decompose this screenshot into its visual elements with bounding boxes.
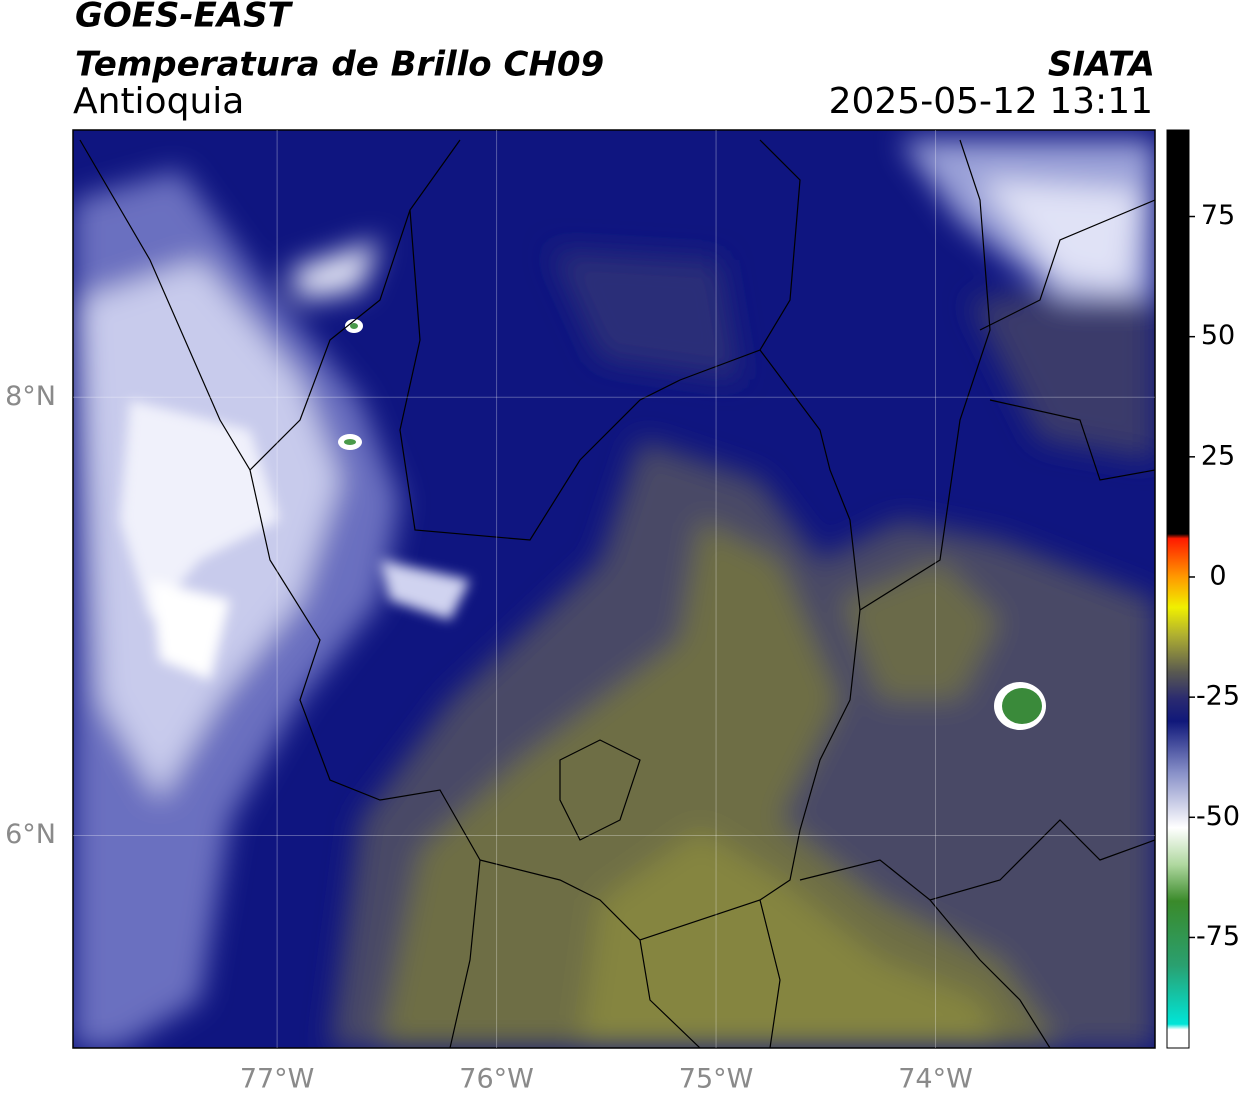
x-tick-label: 77°W [240,1064,315,1095]
x-tick-label: 76°W [459,1064,534,1095]
source: SIATA [1048,45,1155,85]
grid [73,130,1155,1048]
colorbar [1166,129,1190,1049]
colorbar-tick-label: -75 [1196,921,1240,952]
colorbar-tick-label: 0 [1209,560,1226,591]
colorbar-tick-label: 25 [1201,440,1235,471]
datetime: 2025-05-12 13:11 [829,81,1153,122]
y-tick-label: 8°N [5,381,56,412]
colorbar-tick-label: -50 [1196,801,1240,832]
colorbar-tick-label: 75 [1201,200,1235,231]
subtitle: Temperatura de Brillo CH09 [75,45,604,85]
map-frame [72,129,1156,1049]
y-tick-label: 6°N [5,819,56,850]
borders [79,139,1155,1048]
satellite-image [73,130,1155,1048]
x-tick-label: 74°W [898,1064,973,1095]
x-tick-label: 75°W [679,1064,754,1095]
colorbar-tick-label: 50 [1201,320,1235,351]
region: Antioquia [73,81,244,122]
colorbar-tick-label: -25 [1196,681,1240,712]
title: GOES-EAST [75,0,294,36]
